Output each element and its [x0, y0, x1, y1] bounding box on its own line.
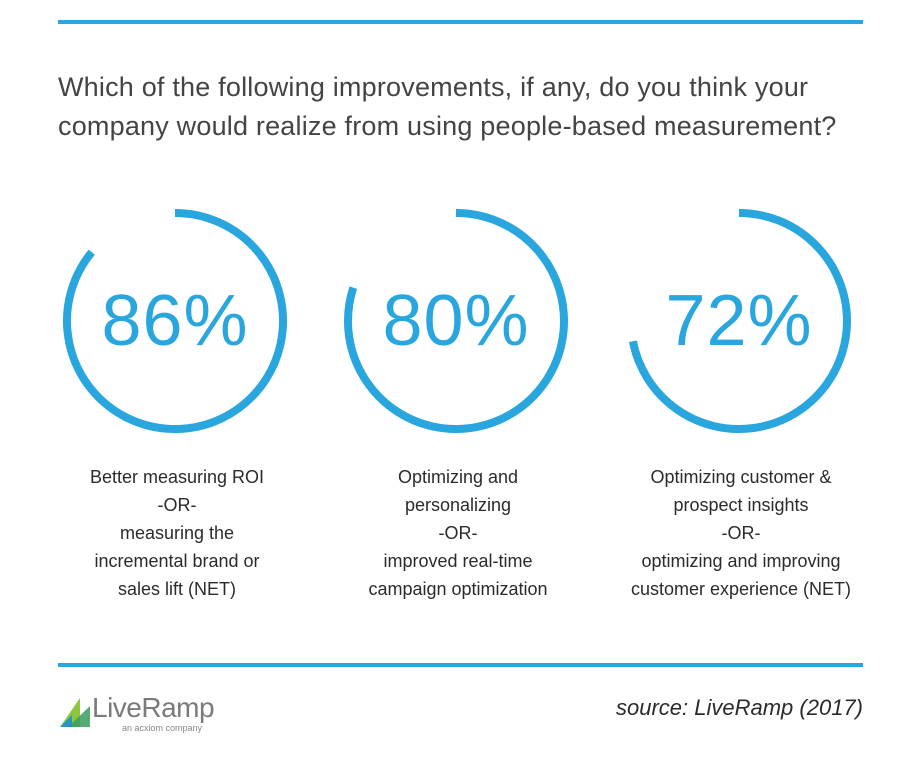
desc-line: Better measuring ROI — [89, 467, 265, 487]
desc-line: Optimizing customer & — [650, 467, 832, 487]
desc-line: -OR- — [438, 523, 478, 543]
percent-value-1: 86% — [101, 281, 249, 361]
top-divider — [58, 20, 863, 24]
ring-arc-2 — [344, 209, 568, 433]
stat-description-1: Better measuring ROI -OR- measuring the … — [32, 463, 322, 603]
desc-line: -OR- — [721, 523, 761, 543]
desc-line: customer experience (NET) — [630, 579, 852, 599]
desc-line: improved real-time — [383, 551, 533, 571]
ring-gauge-3 — [628, 209, 851, 433]
ring-arc-1 — [63, 209, 287, 433]
stat-description-2: Optimizing and personalizing -OR- improv… — [313, 463, 603, 603]
bottom-divider — [58, 663, 863, 667]
logo-wordmark: LiveRamp — [92, 692, 215, 723]
desc-line: campaign optimization — [368, 579, 548, 599]
stat-1: 86% Better measuring ROI -OR- measuring … — [32, 205, 322, 625]
ring-gauge-2 — [344, 209, 568, 433]
liveramp-logo: LiveRamp an acxiom company — [58, 692, 258, 733]
logo-tagline: an acxiom company — [122, 723, 203, 733]
ring-arc-3 — [628, 209, 851, 433]
source-note: source: LiveRamp (2017) — [615, 695, 863, 720]
question-text: Which of the following improvements, if … — [58, 72, 837, 141]
desc-line: measuring the — [119, 523, 235, 543]
ring-gauge-1 — [63, 209, 287, 433]
desc-line: sales lift (NET) — [117, 579, 236, 599]
desc-line: Optimizing and — [397, 467, 519, 487]
stat-description-3: Optimizing customer & prospect insights … — [596, 463, 886, 603]
desc-line: -OR- — [157, 495, 197, 515]
desc-line: personalizing — [404, 495, 512, 515]
stat-2: 80% Optimizing and personalizing -OR- im… — [313, 205, 603, 625]
percent-value-2: 80% — [382, 281, 530, 361]
liveramp-mark-icon — [60, 698, 90, 727]
desc-line: prospect insights — [673, 495, 809, 515]
desc-line: optimizing and improving — [641, 551, 841, 571]
desc-line: incremental brand or — [94, 551, 260, 571]
percent-value-3: 72% — [665, 281, 813, 361]
stat-3: 72% Optimizing customer & prospect insig… — [596, 205, 886, 625]
